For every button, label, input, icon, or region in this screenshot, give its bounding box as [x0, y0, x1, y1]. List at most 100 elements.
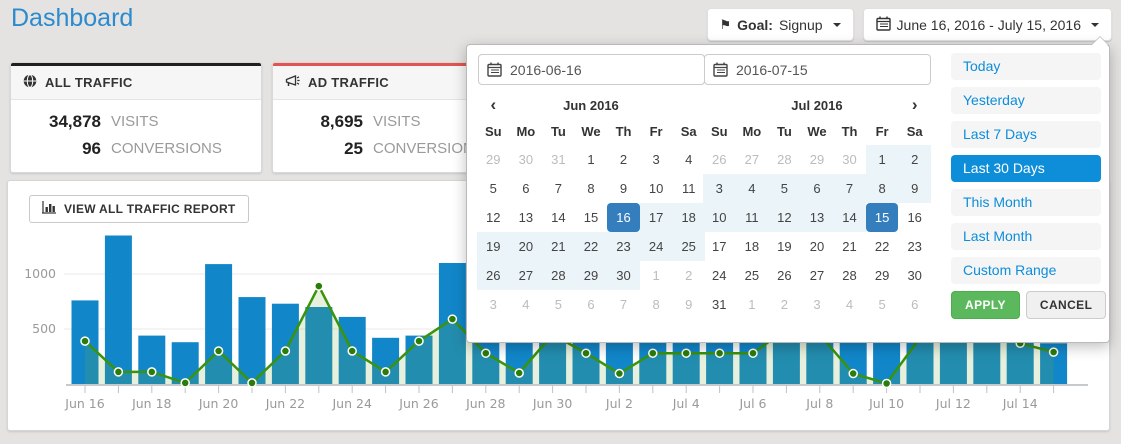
- preset-custom-range[interactable]: Custom Range: [951, 257, 1101, 284]
- calendar-day-cell[interactable]: 22: [574, 232, 608, 261]
- chart-point[interactable]: [1048, 347, 1059, 357]
- calendar-day-cell[interactable]: 8: [865, 174, 899, 203]
- chart-point[interactable]: [681, 348, 691, 358]
- cancel-button[interactable]: CANCEL: [1025, 291, 1107, 319]
- calendar-day-cell[interactable]: 27: [744, 152, 760, 167]
- chart-point[interactable]: [881, 378, 892, 389]
- chart-point[interactable]: [481, 348, 491, 358]
- calendar-day-cell[interactable]: 29: [809, 152, 825, 167]
- calendar-day-cell[interactable]: 20: [509, 232, 543, 261]
- calendar-day-cell[interactable]: 28: [777, 152, 792, 167]
- calendar-day-cell[interactable]: 27: [509, 261, 543, 290]
- calendar-day-cell[interactable]: 24: [639, 232, 673, 261]
- calendar-day-cell[interactable]: 6: [800, 174, 834, 203]
- chart-bar[interactable]: [205, 264, 233, 384]
- chart-point[interactable]: [80, 336, 90, 346]
- calendar-day-cell[interactable]: 20: [809, 239, 825, 254]
- calendar-day-cell[interactable]: 19: [777, 239, 792, 254]
- chart-point[interactable]: [581, 348, 591, 358]
- chart-point[interactable]: [314, 281, 324, 291]
- preset-last-30-days[interactable]: Last 30 Days: [951, 155, 1101, 182]
- chart-bar[interactable]: [104, 235, 132, 385]
- calendar-day-cell[interactable]: 3: [489, 297, 497, 312]
- preset-last-7-days[interactable]: Last 7 Days: [951, 121, 1101, 148]
- chart-point[interactable]: [848, 368, 858, 379]
- calendar-day-cell[interactable]: 5: [554, 297, 563, 312]
- calendar-day-cell[interactable]: 3: [652, 152, 660, 167]
- calendar-day-cell[interactable]: 4: [735, 174, 769, 203]
- calendar-day-cell[interactable]: 6: [911, 297, 919, 312]
- calendar-day-cell[interactable]: 25: [744, 268, 760, 283]
- chart-point[interactable]: [714, 348, 725, 358]
- view-all-traffic-report-button[interactable]: VIEW ALL TRAFFIC REPORT: [29, 195, 249, 223]
- date-range-button[interactable]: June 16, 2016 - July 15, 2016: [862, 8, 1112, 41]
- calendar-day-cell[interactable]: 8: [652, 297, 660, 312]
- chart-point[interactable]: [514, 368, 524, 378]
- calendar-day-cell[interactable]: 8: [587, 181, 595, 196]
- calendar-day-cell[interactable]: 28: [542, 261, 575, 290]
- calendar-day-cell[interactable]: 11: [681, 181, 696, 196]
- calendar-day-cell[interactable]: 1: [748, 297, 756, 312]
- calendar-day-cell[interactable]: 1: [652, 268, 660, 283]
- next-month-button[interactable]: ›: [911, 95, 918, 114]
- calendar-day-cell[interactable]: 3: [703, 174, 736, 203]
- calendar-day-cell[interactable]: 30: [607, 261, 640, 290]
- chart-point[interactable]: [414, 336, 424, 346]
- calendar-day-cell[interactable]: 7: [554, 181, 563, 196]
- calendar-day-cell[interactable]: 2: [898, 145, 931, 174]
- chart-point[interactable]: [247, 378, 257, 388]
- calendar-day-cell[interactable]: 12: [486, 210, 501, 225]
- calendar-day-cell[interactable]: 9: [685, 297, 693, 312]
- end-date-input[interactable]: [704, 54, 931, 85]
- preset-today[interactable]: Today: [951, 53, 1101, 80]
- calendar-day-cell[interactable]: 22: [874, 239, 890, 254]
- calendar-day-cell[interactable]: 21: [542, 232, 575, 261]
- chart-point[interactable]: [347, 346, 357, 356]
- calendar-day-cell[interactable]: 27: [809, 268, 825, 283]
- calendar-day-cell[interactable]: 2: [780, 297, 789, 312]
- chart-bar[interactable]: [171, 342, 199, 384]
- calendar-day-cell[interactable]: 26: [777, 268, 792, 283]
- calendar-day-cell[interactable]: 15: [583, 210, 599, 225]
- calendar-day-cell[interactable]: 26: [712, 152, 727, 167]
- chart-bar[interactable]: [238, 297, 266, 384]
- calendar-day-cell[interactable]: 15: [865, 203, 899, 232]
- calendar-day-cell[interactable]: 31: [712, 297, 727, 312]
- calendar-day-cell[interactable]: 30: [518, 152, 534, 167]
- calendar-day-cell[interactable]: 2: [685, 268, 693, 283]
- calendar-day-cell[interactable]: 29: [574, 261, 608, 290]
- calendar-day-cell[interactable]: 18: [672, 203, 705, 232]
- chart-point[interactable]: [147, 367, 157, 377]
- calendar-day-cell[interactable]: 2: [619, 152, 628, 167]
- calendar-day-cell[interactable]: 13: [518, 210, 534, 225]
- calendar-day-cell[interactable]: 3: [813, 297, 821, 312]
- calendar-day-cell[interactable]: 21: [842, 239, 857, 254]
- calendar-day-cell[interactable]: 11: [735, 203, 769, 232]
- calendar-day-cell[interactable]: 14: [551, 210, 566, 225]
- preset-last-month[interactable]: Last Month: [951, 223, 1101, 250]
- chart-point[interactable]: [648, 348, 658, 358]
- calendar-day-cell[interactable]: 30: [842, 152, 857, 167]
- calendar-day-cell[interactable]: 18: [744, 239, 760, 254]
- chart-point[interactable]: [280, 346, 291, 356]
- calendar-day-cell[interactable]: 9: [898, 174, 931, 203]
- calendar-day-cell[interactable]: 1: [587, 152, 595, 167]
- calendar-day-cell[interactable]: 17: [712, 239, 727, 254]
- calendar-day-cell[interactable]: 26: [477, 261, 510, 290]
- calendar-day-cell[interactable]: 6: [522, 181, 530, 196]
- calendar-day-cell[interactable]: 5: [878, 297, 886, 312]
- calendar-day-cell[interactable]: 16: [907, 210, 922, 225]
- calendar-day-cell[interactable]: 14: [833, 203, 866, 232]
- chart-point[interactable]: [213, 346, 224, 356]
- calendar-day-cell[interactable]: 30: [907, 268, 922, 283]
- calendar-day-cell[interactable]: 4: [522, 297, 530, 312]
- calendar-day-cell[interactable]: 6: [587, 297, 595, 312]
- calendar-day-cell[interactable]: 13: [800, 203, 834, 232]
- calendar-day-cell[interactable]: 29: [486, 152, 501, 167]
- chart-point[interactable]: [748, 348, 758, 358]
- chart-point[interactable]: [447, 314, 458, 324]
- calendar-day-cell[interactable]: 23: [907, 239, 922, 254]
- apply-button[interactable]: APPLY: [951, 291, 1020, 319]
- chart-point[interactable]: [180, 378, 190, 388]
- calendar-day-cell[interactable]: 7: [619, 297, 628, 312]
